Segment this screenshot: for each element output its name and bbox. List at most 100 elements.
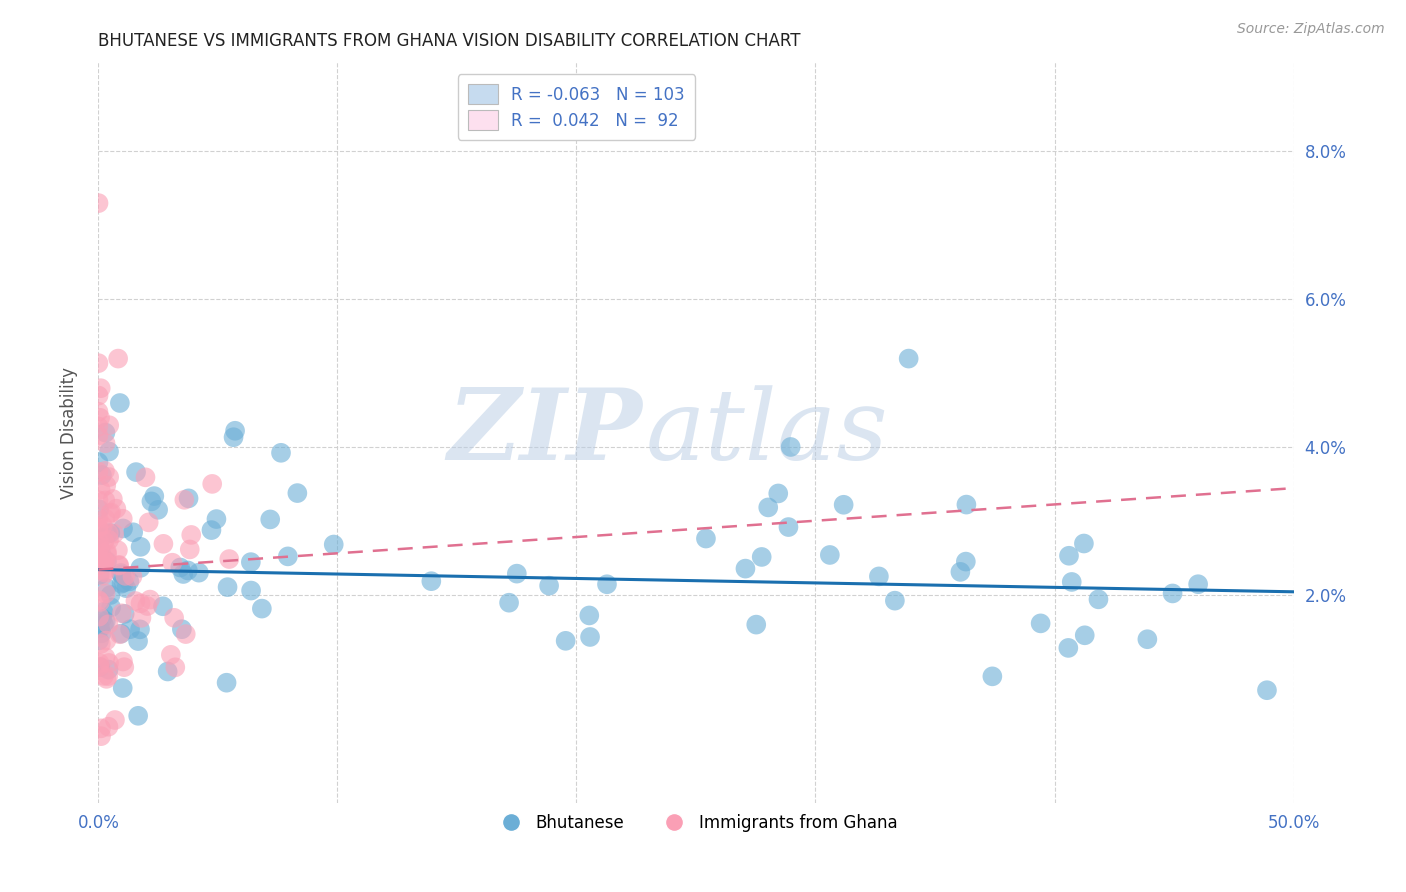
Point (93, 534, 115, 549)
Point (779, 440, 801, 454)
Point (89, 621, 111, 635)
Point (756, 500, 779, 515)
Point (97, 663, 120, 677)
Point (112, 575, 135, 590)
Point (1074, 628, 1097, 642)
Point (97, 617, 120, 632)
Point (162, 556, 184, 570)
Point (554, 633, 576, 648)
Point (949, 565, 972, 579)
Point (138, 516, 160, 530)
Point (87, 511, 110, 525)
Point (734, 561, 756, 575)
Point (1057, 640, 1080, 655)
Point (115, 581, 138, 595)
Point (498, 596, 520, 610)
Point (129, 623, 152, 637)
Point (90, 545, 112, 559)
Point (96, 478, 118, 492)
Point (98, 656, 121, 670)
Point (94, 493, 117, 508)
Point (89, 660, 111, 674)
Point (111, 681, 134, 695)
Point (87, 405, 110, 419)
Point (90, 381, 112, 395)
Point (222, 430, 245, 444)
Point (127, 634, 149, 648)
Point (124, 594, 146, 608)
Point (122, 525, 145, 540)
Point (152, 537, 174, 551)
Point (87, 493, 110, 508)
Point (89, 595, 111, 609)
Point (955, 498, 977, 512)
Point (96, 526, 118, 541)
Point (103, 526, 125, 541)
Point (89, 410, 111, 425)
Point (93, 669, 115, 683)
Point (87, 389, 110, 403)
Point (94, 566, 117, 580)
Point (1256, 683, 1278, 698)
Point (87, 633, 110, 648)
Point (89, 540, 111, 554)
Point (179, 542, 201, 557)
Point (90, 468, 112, 483)
Point (87, 558, 110, 573)
Point (163, 611, 186, 625)
Point (87, 522, 110, 536)
Point (420, 574, 443, 589)
Point (87, 428, 110, 442)
Point (100, 506, 122, 520)
Point (156, 665, 179, 679)
Point (883, 593, 905, 607)
Point (89, 656, 111, 670)
Point (121, 569, 143, 583)
Point (94, 425, 117, 440)
Point (108, 558, 131, 573)
Point (94, 512, 117, 526)
Point (96, 554, 118, 568)
Point (87, 542, 110, 557)
Point (1029, 616, 1052, 631)
Point (97, 669, 120, 683)
Point (110, 626, 132, 640)
Point (98, 418, 121, 433)
Text: Source: ZipAtlas.com: Source: ZipAtlas.com (1237, 22, 1385, 37)
Point (596, 577, 619, 591)
Point (87, 520, 110, 534)
Point (110, 567, 132, 582)
Point (89, 659, 111, 673)
Point (751, 549, 773, 564)
Text: ZIP: ZIP (447, 384, 643, 481)
Point (114, 569, 136, 583)
Point (87, 455, 110, 469)
Point (177, 491, 200, 506)
Point (98, 444, 121, 458)
Point (101, 491, 124, 506)
Point (90, 626, 112, 640)
Point (90, 483, 112, 497)
Point (170, 622, 193, 636)
Text: atlas: atlas (645, 385, 889, 480)
Text: BHUTANESE VS IMMIGRANTS FROM GHANA VISION DISABILITY CORRELATION CHART: BHUTANESE VS IMMIGRANTS FROM GHANA VISIO… (98, 32, 801, 50)
Point (778, 520, 800, 534)
Legend: Bhutanese, Immigrants from Ghana: Bhutanese, Immigrants from Ghana (488, 807, 904, 838)
Point (89, 502, 111, 516)
Point (100, 588, 122, 602)
Point (173, 492, 195, 507)
Point (110, 566, 132, 580)
Point (114, 607, 136, 621)
Point (322, 537, 344, 551)
Point (250, 601, 273, 615)
Point (108, 558, 131, 572)
Point (94, 436, 117, 450)
Point (104, 713, 127, 727)
Point (100, 600, 122, 615)
Point (695, 532, 717, 546)
Point (87, 465, 110, 479)
Point (97, 526, 120, 541)
Point (94, 615, 117, 629)
Point (89, 567, 111, 582)
Point (129, 540, 152, 554)
